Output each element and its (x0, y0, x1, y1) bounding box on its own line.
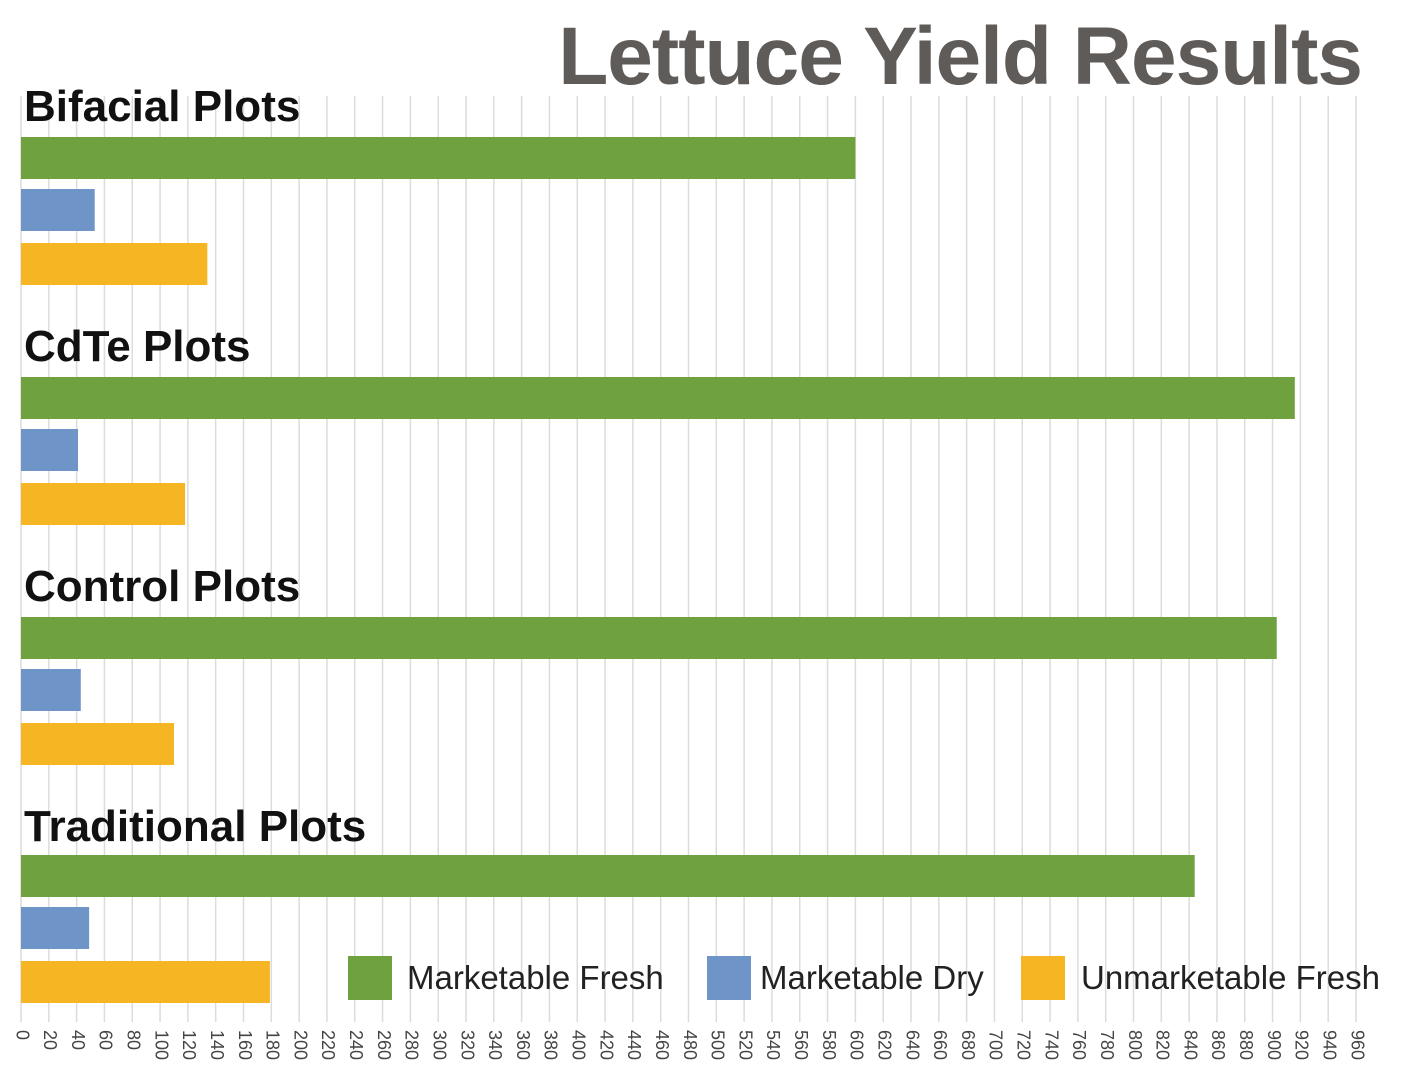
bar-unmarketable-fresh (21, 483, 186, 525)
x-tick-label: 440 (624, 1030, 644, 1060)
x-tick-label: 900 (1264, 1030, 1284, 1060)
x-tick-label: 480 (680, 1030, 700, 1060)
x-tick-label: 340 (485, 1030, 505, 1060)
ticks-layer: 0 20 40 60 80 100 120 140 160 180 200 220 240 260 280 3… (12, 1030, 1367, 1060)
bar-marketable-fresh (21, 617, 1277, 659)
x-tick-label: 600 (847, 1030, 867, 1060)
bar-unmarketable-fresh (21, 723, 174, 765)
legend-swatch (348, 956, 392, 1000)
labels-layer: Bifacial Plots CdTe Plots Control Plots Tra… (24, 82, 366, 851)
x-tick-label: 280 (402, 1030, 422, 1060)
category-label: CdTe Plots (24, 322, 251, 371)
x-tick-label: 700 (986, 1030, 1006, 1060)
x-tick-label: 680 (958, 1030, 978, 1060)
bar-marketable-dry (21, 429, 79, 471)
x-tick-label: 780 (1097, 1030, 1117, 1060)
bar-marketable-dry (21, 189, 95, 231)
category-label: Traditional Plots (24, 802, 366, 851)
bar-unmarketable-fresh (21, 961, 270, 1003)
x-tick-label: 940 (1319, 1030, 1339, 1060)
bar-marketable-fresh (21, 855, 1195, 897)
x-tick-label: 20 (40, 1030, 60, 1050)
bar-unmarketable-fresh (21, 243, 208, 285)
x-tick-label: 520 (735, 1030, 755, 1060)
x-tick-label: 220 (318, 1030, 338, 1060)
x-tick-label: 740 (1041, 1030, 1061, 1060)
x-tick-label: 640 (902, 1030, 922, 1060)
x-tick-label: 800 (1125, 1030, 1145, 1060)
x-tick-label: 420 (596, 1030, 616, 1060)
x-tick-label: 880 (1236, 1030, 1256, 1060)
x-tick-label: 160 (235, 1030, 255, 1060)
bar-marketable-dry (21, 669, 81, 711)
legend-label: Marketable Dry (760, 959, 984, 996)
legend-swatch (1021, 956, 1065, 1000)
bar-marketable-dry (21, 907, 90, 949)
x-tick-label: 240 (346, 1030, 366, 1060)
legend-swatch (707, 956, 751, 1000)
x-tick-label: 840 (1180, 1030, 1200, 1060)
x-tick-label: 660 (930, 1030, 950, 1060)
x-tick-label: 620 (874, 1030, 894, 1060)
bars-layer (21, 137, 1295, 1003)
category-label: Bifacial Plots (24, 82, 300, 131)
legend-label: Unmarketable Fresh (1081, 959, 1380, 996)
x-tick-label: 360 (513, 1030, 533, 1060)
chart-title: Lettuce Yield Results (558, 11, 1362, 102)
x-tick-label: 300 (429, 1030, 449, 1060)
x-tick-label: 0 (12, 1030, 32, 1040)
category-label: Control Plots (24, 562, 300, 611)
x-tick-label: 120 (179, 1030, 199, 1060)
x-tick-label: 820 (1153, 1030, 1173, 1060)
x-tick-label: 500 (708, 1030, 728, 1060)
x-tick-label: 460 (652, 1030, 672, 1060)
x-tick-label: 180 (263, 1030, 283, 1060)
x-tick-label: 540 (763, 1030, 783, 1060)
bar-marketable-fresh (21, 377, 1295, 419)
x-tick-label: 60 (96, 1030, 116, 1050)
x-tick-label: 40 (68, 1030, 88, 1050)
legend-label: Marketable Fresh (407, 959, 664, 996)
bar-marketable-fresh (21, 137, 856, 179)
x-tick-label: 860 (1208, 1030, 1228, 1060)
x-tick-label: 80 (124, 1030, 144, 1050)
x-tick-label: 400 (569, 1030, 589, 1060)
x-tick-label: 380 (541, 1030, 561, 1060)
x-tick-label: 200 (290, 1030, 310, 1060)
legend: Marketable Fresh Marketable Dry Unmarketab… (348, 956, 1380, 1000)
x-tick-label: 100 (151, 1030, 171, 1060)
x-tick-label: 560 (791, 1030, 811, 1060)
x-tick-label: 140 (207, 1030, 227, 1060)
x-tick-label: 960 (1347, 1030, 1367, 1060)
x-tick-label: 580 (819, 1030, 839, 1060)
x-tick-label: 720 (1014, 1030, 1034, 1060)
x-tick-label: 260 (374, 1030, 394, 1060)
x-tick-label: 320 (457, 1030, 477, 1060)
x-tick-label: 920 (1292, 1030, 1312, 1060)
x-tick-label: 760 (1069, 1030, 1089, 1060)
